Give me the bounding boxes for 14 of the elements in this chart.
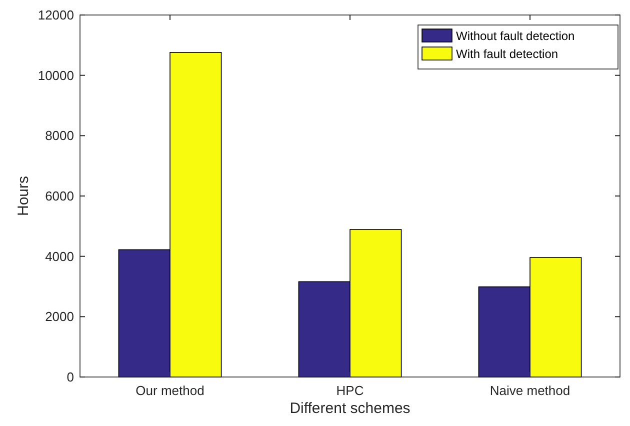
x-tick-label: Naive method [490, 383, 570, 398]
y-tick-label: 4000 [45, 248, 74, 264]
x-tick-label: HPC [336, 383, 364, 398]
y-tick-label: 10000 [38, 68, 74, 83]
y-tick-label: 8000 [45, 128, 74, 144]
y-tick-label: 2000 [45, 309, 74, 324]
y-axis-title: Hours [15, 176, 32, 216]
legend-label: Without fault detection [456, 29, 575, 44]
x-axis-title: Different schemes [290, 400, 410, 417]
y-tick-label: 12000 [38, 8, 74, 23]
y-tick-label: 6000 [45, 188, 74, 204]
x-tick-label: Our method [136, 383, 204, 398]
y-tick-label: 0 [66, 370, 74, 385]
legend-label: With fault detection [456, 47, 558, 62]
